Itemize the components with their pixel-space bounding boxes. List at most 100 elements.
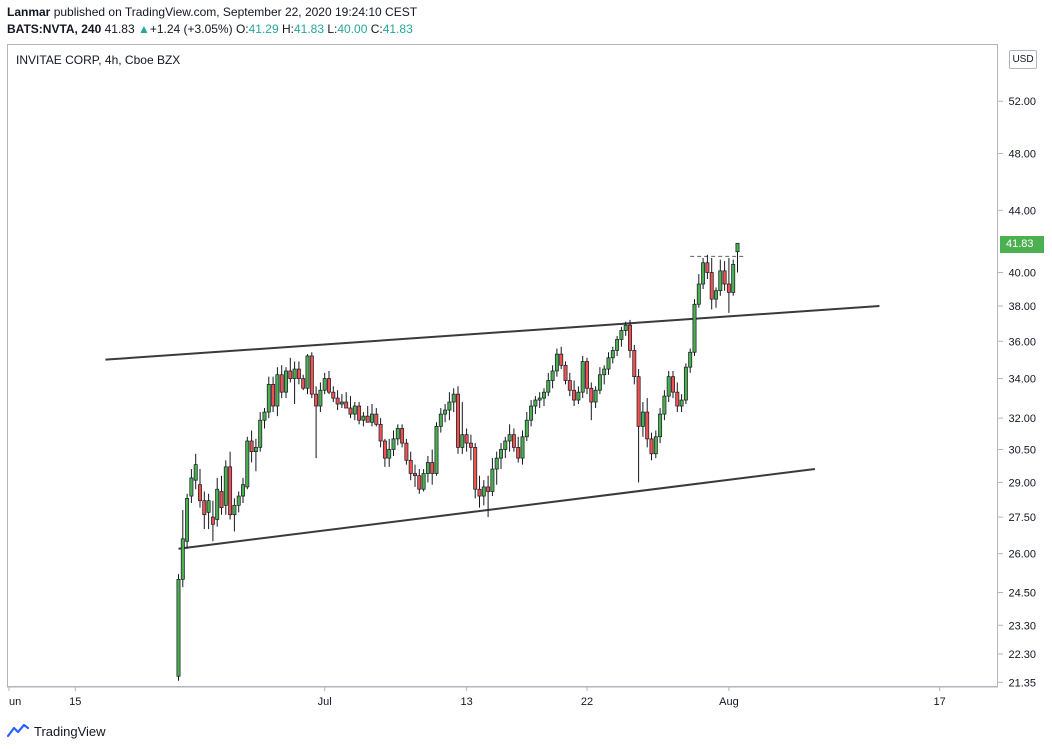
y-tick-label: 24.50 xyxy=(1008,587,1036,599)
x-axis[interactable]: un15Jul1322Aug17Sep14Oct xyxy=(7,686,1052,708)
candle-body xyxy=(533,399,538,407)
symbol-name[interactable]: BATS:NVTA, 240 xyxy=(7,22,102,36)
candle-body xyxy=(640,411,645,427)
candle-body xyxy=(623,324,628,331)
tradingview-logo[interactable]: TradingView xyxy=(7,721,106,741)
candle xyxy=(370,404,374,427)
low-value: 40.00 xyxy=(337,22,368,36)
candle-body xyxy=(658,413,663,438)
candle-body xyxy=(198,484,202,502)
candle xyxy=(688,348,693,373)
candle xyxy=(352,402,357,421)
candle xyxy=(430,449,435,485)
candle-body xyxy=(236,495,241,506)
candle xyxy=(198,469,202,508)
candle-body xyxy=(232,504,237,516)
candle-body xyxy=(585,361,589,389)
candle xyxy=(567,372,572,397)
trendlines[interactable] xyxy=(105,255,880,550)
candle xyxy=(481,480,486,506)
candle xyxy=(223,460,228,515)
candle-body xyxy=(443,409,448,415)
candle-body xyxy=(563,364,568,381)
candle xyxy=(486,475,491,518)
candle-body xyxy=(382,440,387,459)
candle xyxy=(451,388,456,413)
candle-body xyxy=(391,438,396,450)
candle-body xyxy=(288,370,293,379)
x-tick-label: Jul xyxy=(318,696,332,708)
candle-body xyxy=(683,366,688,401)
candle xyxy=(473,443,478,499)
currency-button[interactable]: USD xyxy=(1009,50,1037,69)
candle-body xyxy=(632,350,637,378)
candle xyxy=(679,394,684,413)
candle-body xyxy=(215,488,220,520)
candle xyxy=(382,438,387,467)
candle-body xyxy=(258,419,263,448)
candle-body xyxy=(546,380,551,393)
candle xyxy=(649,432,654,461)
candle-body xyxy=(189,477,194,497)
y-tick-label: 34.00 xyxy=(1008,374,1036,386)
candle xyxy=(606,352,611,375)
candle-body xyxy=(486,486,491,492)
candle-body xyxy=(309,355,314,395)
candle xyxy=(516,436,521,463)
candle xyxy=(503,436,508,459)
candle xyxy=(554,348,559,377)
candle xyxy=(628,319,632,358)
candle xyxy=(468,434,473,461)
y-tick-label: 52.00 xyxy=(1008,96,1036,108)
candle xyxy=(357,402,362,425)
candle xyxy=(206,493,211,530)
x-tick-label: 13 xyxy=(460,696,472,708)
candle xyxy=(529,400,534,427)
candle-body xyxy=(262,411,267,421)
candle xyxy=(378,418,383,448)
author-name[interactable]: Lanmar xyxy=(7,5,51,19)
candle xyxy=(275,367,280,417)
candle-body xyxy=(675,391,680,407)
candle-body xyxy=(245,440,250,488)
candle xyxy=(395,424,400,446)
candle xyxy=(718,259,723,296)
pane-title: INVITAE CORP, 4h, Cboe BZX xyxy=(16,53,181,67)
high-label: H: xyxy=(281,22,294,36)
candle-body xyxy=(400,428,405,444)
candle xyxy=(318,382,323,413)
candle-body xyxy=(206,500,211,513)
lower-trendline[interactable] xyxy=(178,468,816,550)
candle-body xyxy=(365,415,370,423)
last-price-label: 41.83 xyxy=(1000,236,1044,253)
candle-body xyxy=(477,488,482,497)
candle xyxy=(305,354,310,395)
candle xyxy=(404,438,409,465)
candle-body xyxy=(421,473,426,490)
candle xyxy=(456,386,460,454)
candle-body xyxy=(580,361,585,393)
y-axis[interactable]: 52.00 48.00 44.00 40.00 38.00 36.00 34.00 32.00… xyxy=(998,96,1036,689)
candle xyxy=(572,380,577,407)
high-value: 41.83 xyxy=(293,22,325,36)
candle xyxy=(658,408,663,444)
upper-trendline[interactable] xyxy=(105,304,880,361)
candle-body xyxy=(610,350,615,359)
candle-body xyxy=(361,415,366,421)
candle-body xyxy=(456,393,460,448)
candle xyxy=(339,394,344,409)
candle xyxy=(438,408,443,433)
candle xyxy=(189,469,194,503)
candle xyxy=(348,396,353,419)
candle xyxy=(228,451,233,520)
candle-body xyxy=(507,434,512,442)
candle-body xyxy=(671,376,675,393)
candle xyxy=(253,438,258,472)
candle xyxy=(460,402,465,454)
candle xyxy=(464,428,469,452)
candle-body xyxy=(503,440,508,450)
candle xyxy=(735,242,740,273)
candle-body xyxy=(249,440,254,452)
x-tick-label: 22 xyxy=(581,696,593,708)
